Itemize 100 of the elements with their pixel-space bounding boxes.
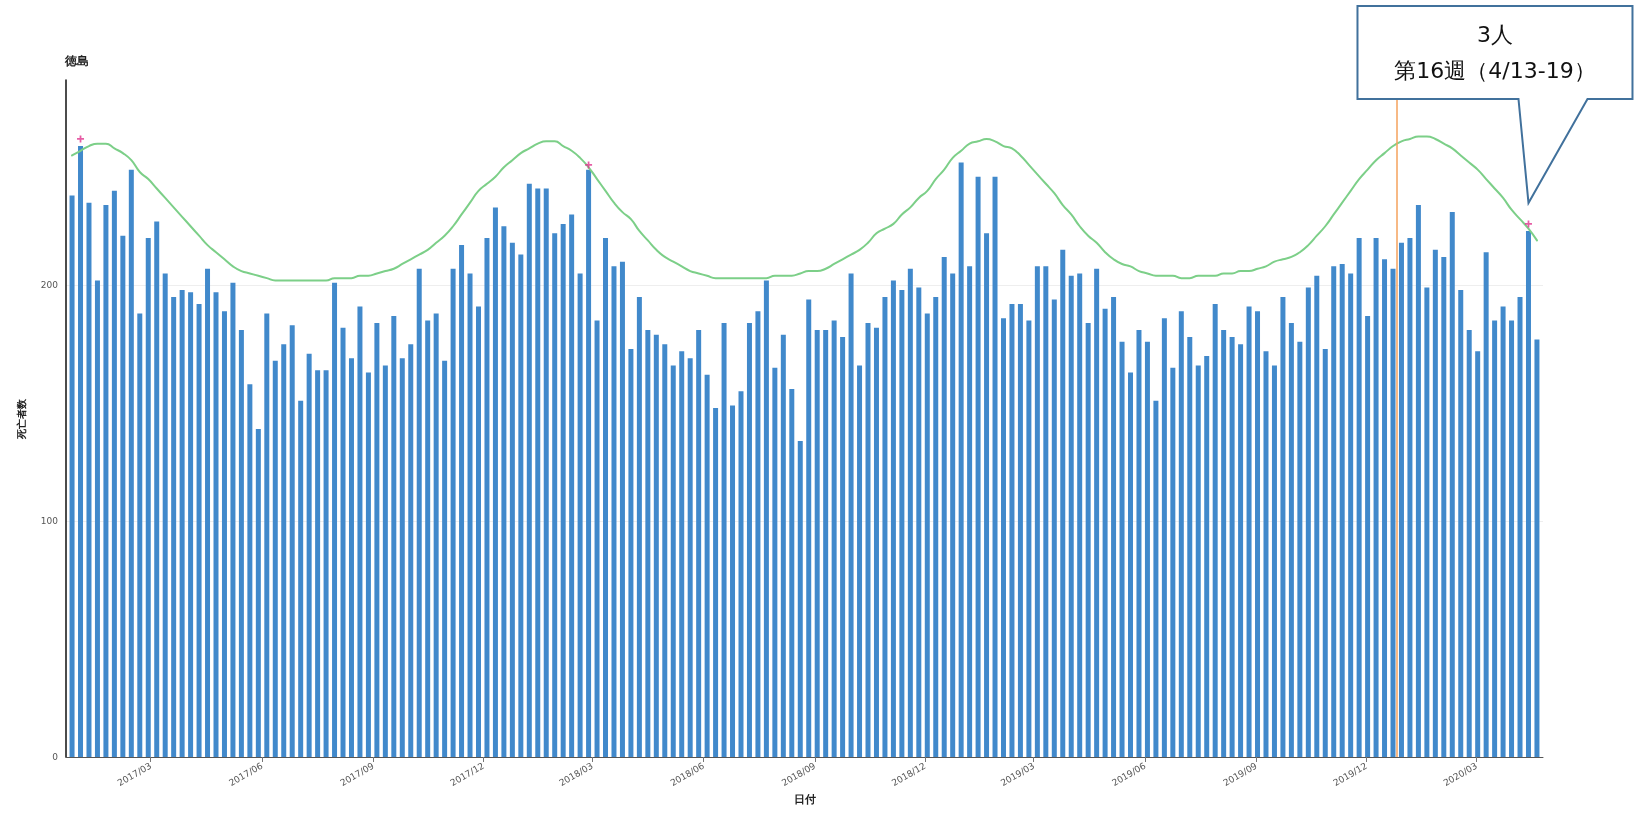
bar <box>306 353 312 757</box>
bar <box>1458 289 1464 757</box>
bar <box>586 169 592 757</box>
bar <box>619 261 625 757</box>
bar <box>1026 320 1032 757</box>
bar <box>823 330 829 757</box>
bar <box>763 280 769 757</box>
chart-title: 徳島 <box>64 54 89 68</box>
bar <box>560 223 566 757</box>
bar <box>281 344 287 757</box>
bar <box>1475 351 1481 757</box>
bar <box>221 311 227 757</box>
bar <box>1534 339 1540 757</box>
bar <box>730 405 736 757</box>
bar <box>399 358 405 757</box>
bar <box>323 370 329 757</box>
bar <box>1415 205 1421 757</box>
bar <box>188 292 194 757</box>
bar <box>162 273 168 757</box>
bar <box>1144 341 1150 757</box>
bar <box>416 268 422 757</box>
bar <box>535 188 541 757</box>
text: 3人 <box>1476 22 1513 48</box>
bar <box>814 330 820 757</box>
bar <box>94 280 100 757</box>
bar <box>873 327 879 757</box>
bar <box>492 207 498 757</box>
bar <box>704 374 710 757</box>
bar <box>840 337 846 757</box>
bar <box>408 344 414 757</box>
bar <box>1348 273 1354 757</box>
bar <box>374 322 380 757</box>
bar <box>247 384 253 757</box>
bar <box>128 169 134 757</box>
bar <box>1212 304 1218 757</box>
bar <box>1382 259 1388 757</box>
bar <box>916 287 922 757</box>
bar <box>1255 311 1261 757</box>
bar <box>526 183 532 757</box>
bar <box>238 330 244 757</box>
bar <box>1128 372 1133 757</box>
bar <box>806 299 812 757</box>
bar <box>1111 297 1117 757</box>
bar <box>552 233 558 757</box>
bar <box>984 233 990 757</box>
bar <box>213 292 219 757</box>
bar <box>382 365 388 757</box>
bar <box>1373 238 1379 757</box>
bar <box>882 297 888 757</box>
bar <box>357 306 363 757</box>
bar <box>857 365 863 757</box>
bar <box>205 268 211 757</box>
bar <box>848 273 854 757</box>
point <box>77 135 85 143</box>
bar <box>1432 249 1438 757</box>
bar <box>1034 266 1040 757</box>
y-tick-label: 100 <box>40 516 59 527</box>
bar <box>628 348 634 757</box>
bar <box>1000 318 1006 757</box>
bar <box>1509 320 1515 757</box>
bar <box>831 320 837 757</box>
bar <box>1263 351 1269 757</box>
bar <box>1305 287 1311 757</box>
bar <box>509 242 515 757</box>
bar <box>1204 355 1210 757</box>
bar <box>1043 266 1049 757</box>
bar <box>69 195 75 757</box>
bar <box>120 235 126 757</box>
bar <box>501 226 507 757</box>
bar <box>696 330 702 757</box>
bar <box>145 238 151 757</box>
point <box>585 161 593 169</box>
bar <box>1525 230 1531 757</box>
bar <box>1322 348 1328 757</box>
line-series <box>71 135 1538 282</box>
bar <box>1051 299 1057 757</box>
bar <box>1356 238 1362 757</box>
bar <box>1398 242 1404 757</box>
bar <box>594 320 600 757</box>
bar <box>780 334 786 757</box>
bar <box>941 256 947 757</box>
bar <box>950 273 956 757</box>
bar <box>865 322 871 757</box>
bar <box>298 400 304 757</box>
bar <box>365 372 371 757</box>
bar <box>1102 308 1108 757</box>
bar <box>272 360 278 757</box>
bar <box>1365 315 1371 757</box>
bar <box>137 313 143 757</box>
bar <box>1441 256 1447 757</box>
bar <box>907 268 913 757</box>
y-axis-title: 死亡者数 <box>15 397 27 440</box>
bar <box>1449 212 1455 757</box>
bar <box>442 360 448 757</box>
bar <box>103 205 109 757</box>
bar <box>899 289 905 757</box>
bar <box>264 313 270 757</box>
bar <box>315 370 321 757</box>
annotation: 第16週（4/13-19） <box>1394 57 1596 83</box>
bar <box>1339 263 1345 757</box>
